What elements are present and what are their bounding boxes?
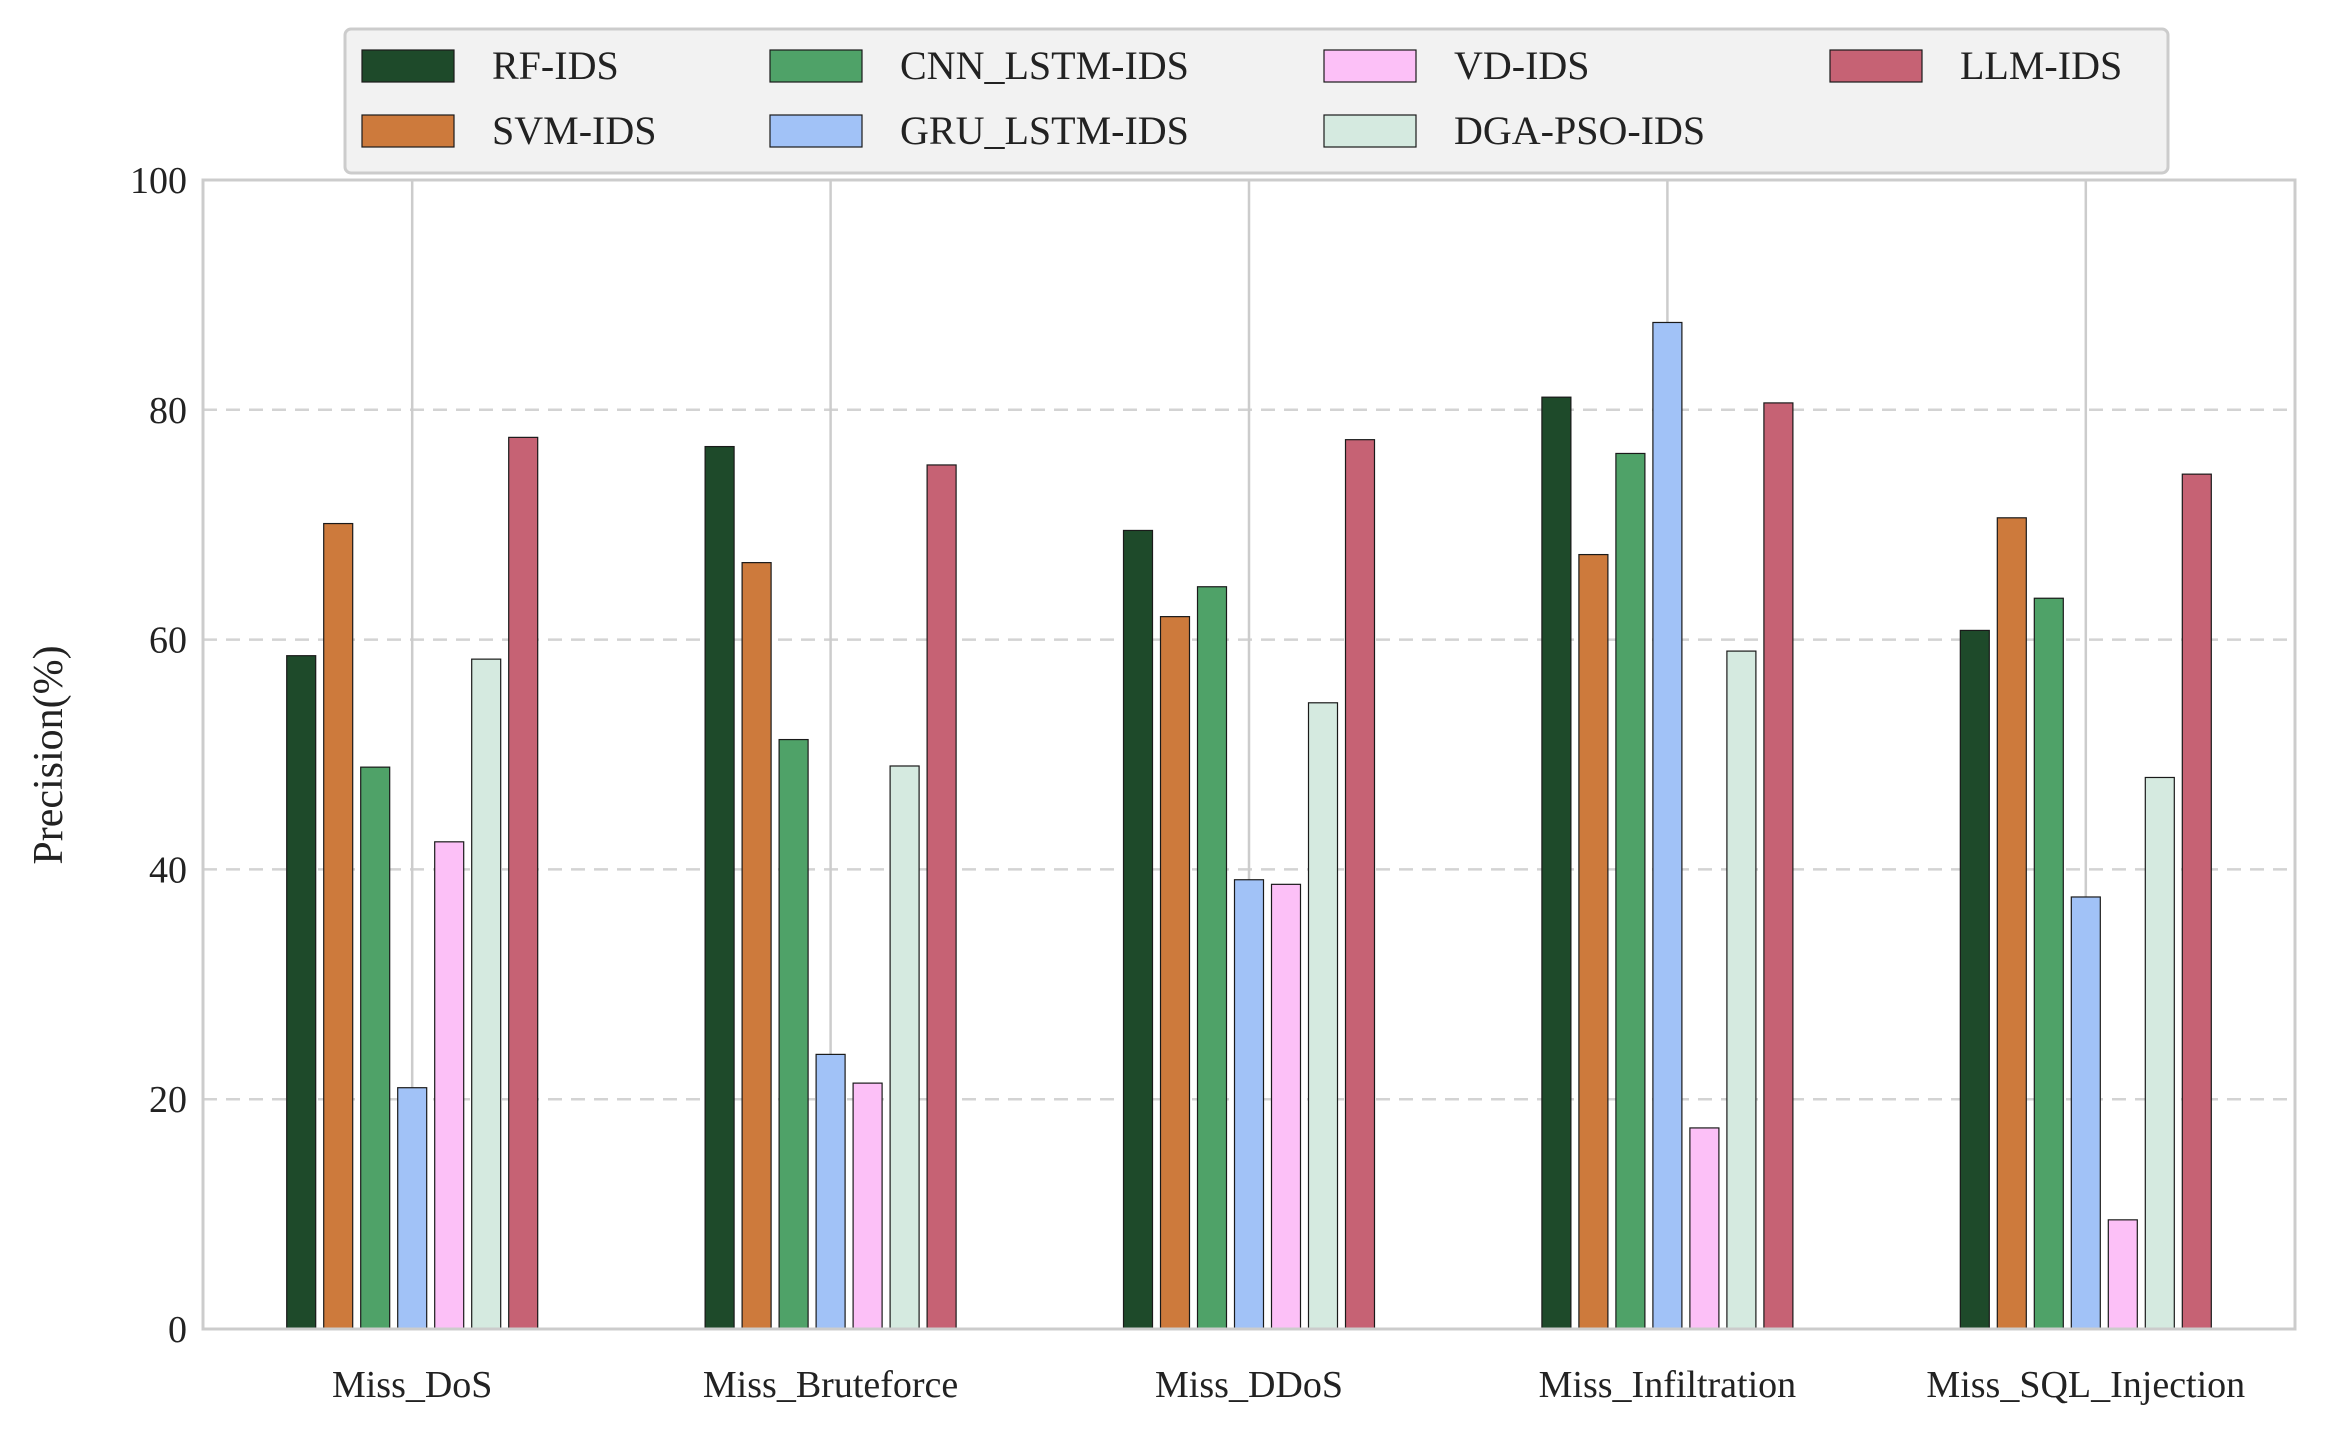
bar-gru-lstm-ids-miss-infiltration (1652, 321, 1683, 1330)
bar-rf-ids-miss-sql-injection (1959, 629, 1990, 1330)
y-tick-label: 40 (149, 849, 187, 891)
y-tick-label: 0 (168, 1309, 187, 1351)
bar-vd-ids-miss-sql-injection (2107, 1219, 2138, 1330)
bar-llm-ids-miss-dos (508, 436, 539, 1330)
bar-llm-ids-miss-sql-injection (2181, 473, 2212, 1330)
legend-label: LLM-IDS (1960, 43, 2122, 88)
legend-label: CNN_LSTM-IDS (900, 43, 1189, 88)
bar-svm-ids-miss-ddos (1159, 616, 1191, 1330)
legend-label: GRU_LSTM-IDS (900, 108, 1189, 153)
x-tick-labels: Miss_DoS Miss_Bruteforce Miss_DDoS Miss_Inf… (332, 1364, 2245, 1406)
bar-vd-ids-miss-ddos (1270, 883, 1302, 1330)
bar-dga-pso-ids-miss-sql-injection (2144, 776, 2175, 1330)
legend: RF-IDS SVM-IDS CNN_LSTM-IDS GRU_LSTM-IDS VD-… (343, 27, 2170, 175)
bars-layer (286, 321, 2212, 1330)
bar-svm-ids-miss-bruteforce (741, 562, 772, 1330)
bar-cnn-lstm-ids-miss-infiltration (1615, 452, 1646, 1330)
legend-label: SVM-IDS (492, 108, 656, 153)
y-tick-labels: 0 20 40 60 80 100 (130, 160, 187, 1351)
legend-label: DGA-PSO-IDS (1454, 108, 1705, 153)
y-tick-label: 80 (149, 390, 187, 432)
bar-cnn-lstm-ids-miss-ddos (1196, 586, 1228, 1330)
bar-cnn-lstm-ids-miss-sql-injection (2033, 597, 2064, 1330)
bar-llm-ids-miss-infiltration (1763, 402, 1794, 1330)
bar-gru-lstm-ids-miss-bruteforce (815, 1053, 846, 1330)
y-tick-label: 100 (130, 160, 187, 202)
bar-llm-ids-miss-ddos (1344, 439, 1376, 1330)
legend-swatch (361, 114, 455, 148)
bar-dga-pso-ids-miss-infiltration (1726, 650, 1757, 1330)
bar-vd-ids-miss-bruteforce (852, 1082, 883, 1330)
x-tick-label: Miss_DoS (332, 1364, 493, 1406)
bar-svm-ids-miss-dos (323, 522, 354, 1330)
x-tick-label: Miss_Bruteforce (703, 1364, 958, 1406)
y-tick-label: 60 (149, 620, 187, 662)
bar-vd-ids-miss-dos (434, 841, 465, 1330)
legend-swatch (1323, 49, 1417, 83)
y-tick-label: 20 (149, 1079, 187, 1121)
x-tick-label: Miss_SQL_Injection (1926, 1364, 2245, 1406)
bar-cnn-lstm-ids-miss-dos (360, 766, 391, 1330)
plot-frame (201, 178, 2297, 1331)
bar-dga-pso-ids-miss-ddos (1307, 702, 1339, 1330)
bar-llm-ids-miss-bruteforce (926, 464, 957, 1330)
bar-svm-ids-miss-infiltration (1578, 553, 1609, 1330)
bar-vd-ids-miss-infiltration (1689, 1127, 1720, 1330)
legend-swatch (769, 114, 863, 148)
bar-rf-ids-miss-bruteforce (704, 445, 735, 1330)
legend-swatch (1323, 114, 1417, 148)
bar-gru-lstm-ids-miss-ddos (1233, 879, 1265, 1330)
bar-gru-lstm-ids-miss-dos (397, 1087, 428, 1330)
bar-svm-ids-miss-sql-injection (1996, 517, 2027, 1330)
bar-dga-pso-ids-miss-bruteforce (889, 765, 920, 1330)
bar-gru-lstm-ids-miss-sql-injection (2070, 896, 2101, 1330)
y-axis-label: Precision(%) (26, 645, 72, 864)
legend-swatch (361, 49, 455, 83)
legend-swatch (1829, 49, 1923, 83)
legend-swatch (769, 49, 863, 83)
legend-items: RF-IDS SVM-IDS CNN_LSTM-IDS GRU_LSTM-IDS VD-… (361, 43, 2122, 153)
legend-label: RF-IDS (492, 43, 619, 88)
x-tick-label: Miss_Infiltration (1539, 1364, 1797, 1406)
bar-rf-ids-miss-dos (286, 655, 317, 1330)
bar-cnn-lstm-ids-miss-bruteforce (778, 738, 809, 1330)
legend-label: VD-IDS (1454, 43, 1590, 88)
bar-rf-ids-miss-ddos (1122, 529, 1154, 1330)
x-tick-label: Miss_DDoS (1155, 1364, 1343, 1406)
bar-rf-ids-miss-infiltration (1541, 396, 1572, 1330)
bar-dga-pso-ids-miss-dos (471, 658, 502, 1330)
